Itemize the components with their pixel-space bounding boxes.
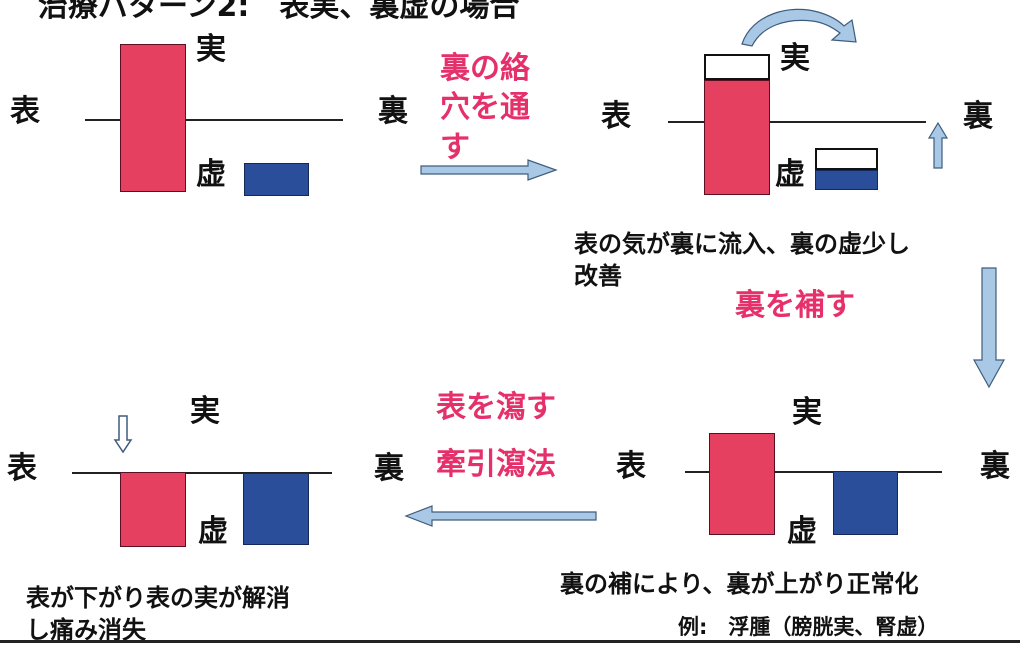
jitsu-bar-4 xyxy=(120,472,186,547)
kyo-bar-3 xyxy=(833,471,898,535)
ura-label-4: 裏 xyxy=(374,451,404,486)
baseline-3 xyxy=(685,471,942,473)
jitsu-bar-3 xyxy=(709,433,775,535)
page-title: 治療パターン2: 表実、裏虚の場合 xyxy=(38,0,520,24)
right-arrow-icon xyxy=(420,159,558,181)
curved-arrow-icon xyxy=(741,8,857,47)
note-example: 例: 浮腫（膀胱実、腎虚） xyxy=(678,615,939,639)
omote-label-2: 表 xyxy=(601,99,631,134)
kyo-label-4: 虚 xyxy=(198,514,228,549)
baseline-2 xyxy=(668,121,926,123)
note-top-right-line2: 改善 xyxy=(574,262,622,290)
step-pass-ura-line3: す xyxy=(440,130,470,165)
step-pass-ura-line1: 裏の絡 xyxy=(440,51,530,86)
baseline-4 xyxy=(72,472,332,474)
jitsu-removed-part-2 xyxy=(704,54,770,80)
omote-label-3: 表 xyxy=(616,449,646,484)
up-arrow-icon xyxy=(927,121,949,169)
omote-label-1: 表 xyxy=(10,94,40,129)
kyo-label-3: 虚 xyxy=(787,514,817,549)
note-top-right-line1: 表の気が裏に流入、裏の虚少し xyxy=(574,230,910,258)
kyo-label-2: 虚 xyxy=(775,157,805,192)
note-bottom-right: 裏の補により、裏が上がり正常化 xyxy=(560,570,919,598)
small-down-arrow-icon xyxy=(113,415,133,454)
kyo-bar-2 xyxy=(815,170,878,190)
jitsu-bar-2 xyxy=(704,80,770,195)
kyo-filled-part-2 xyxy=(815,148,878,170)
jitsu-label-1: 実 xyxy=(196,32,226,67)
down-arrow-icon xyxy=(972,267,1006,389)
jitsu-label-3: 実 xyxy=(792,395,822,430)
note-bottom-left-line1: 表が下がり表の実が解消 xyxy=(26,584,290,612)
step-drain-omote: 表を瀉す xyxy=(436,390,556,425)
ura-label-3: 裏 xyxy=(980,449,1010,484)
omote-label-4: 表 xyxy=(7,451,37,486)
jitsu-label-2: 実 xyxy=(780,41,810,76)
step-tonify-ura: 裏を補す xyxy=(735,288,855,323)
ura-label-1: 裏 xyxy=(378,94,408,129)
baseline-1 xyxy=(85,119,343,121)
kyo-bar-1 xyxy=(244,163,309,196)
note-bottom-left-line2: し痛み消失 xyxy=(26,616,146,644)
left-arrow-icon xyxy=(404,505,597,527)
ura-label-2: 裏 xyxy=(963,99,993,134)
jitsu-label-4: 実 xyxy=(190,394,220,429)
jitsu-bar-1 xyxy=(120,44,186,192)
kyo-label-1: 虚 xyxy=(196,157,226,192)
step-traction-drain: 牽引瀉法 xyxy=(436,447,556,482)
kyo-bar-4 xyxy=(243,473,309,545)
step-pass-ura-line2: 穴を通 xyxy=(440,90,530,125)
bottom-border xyxy=(0,640,1020,643)
